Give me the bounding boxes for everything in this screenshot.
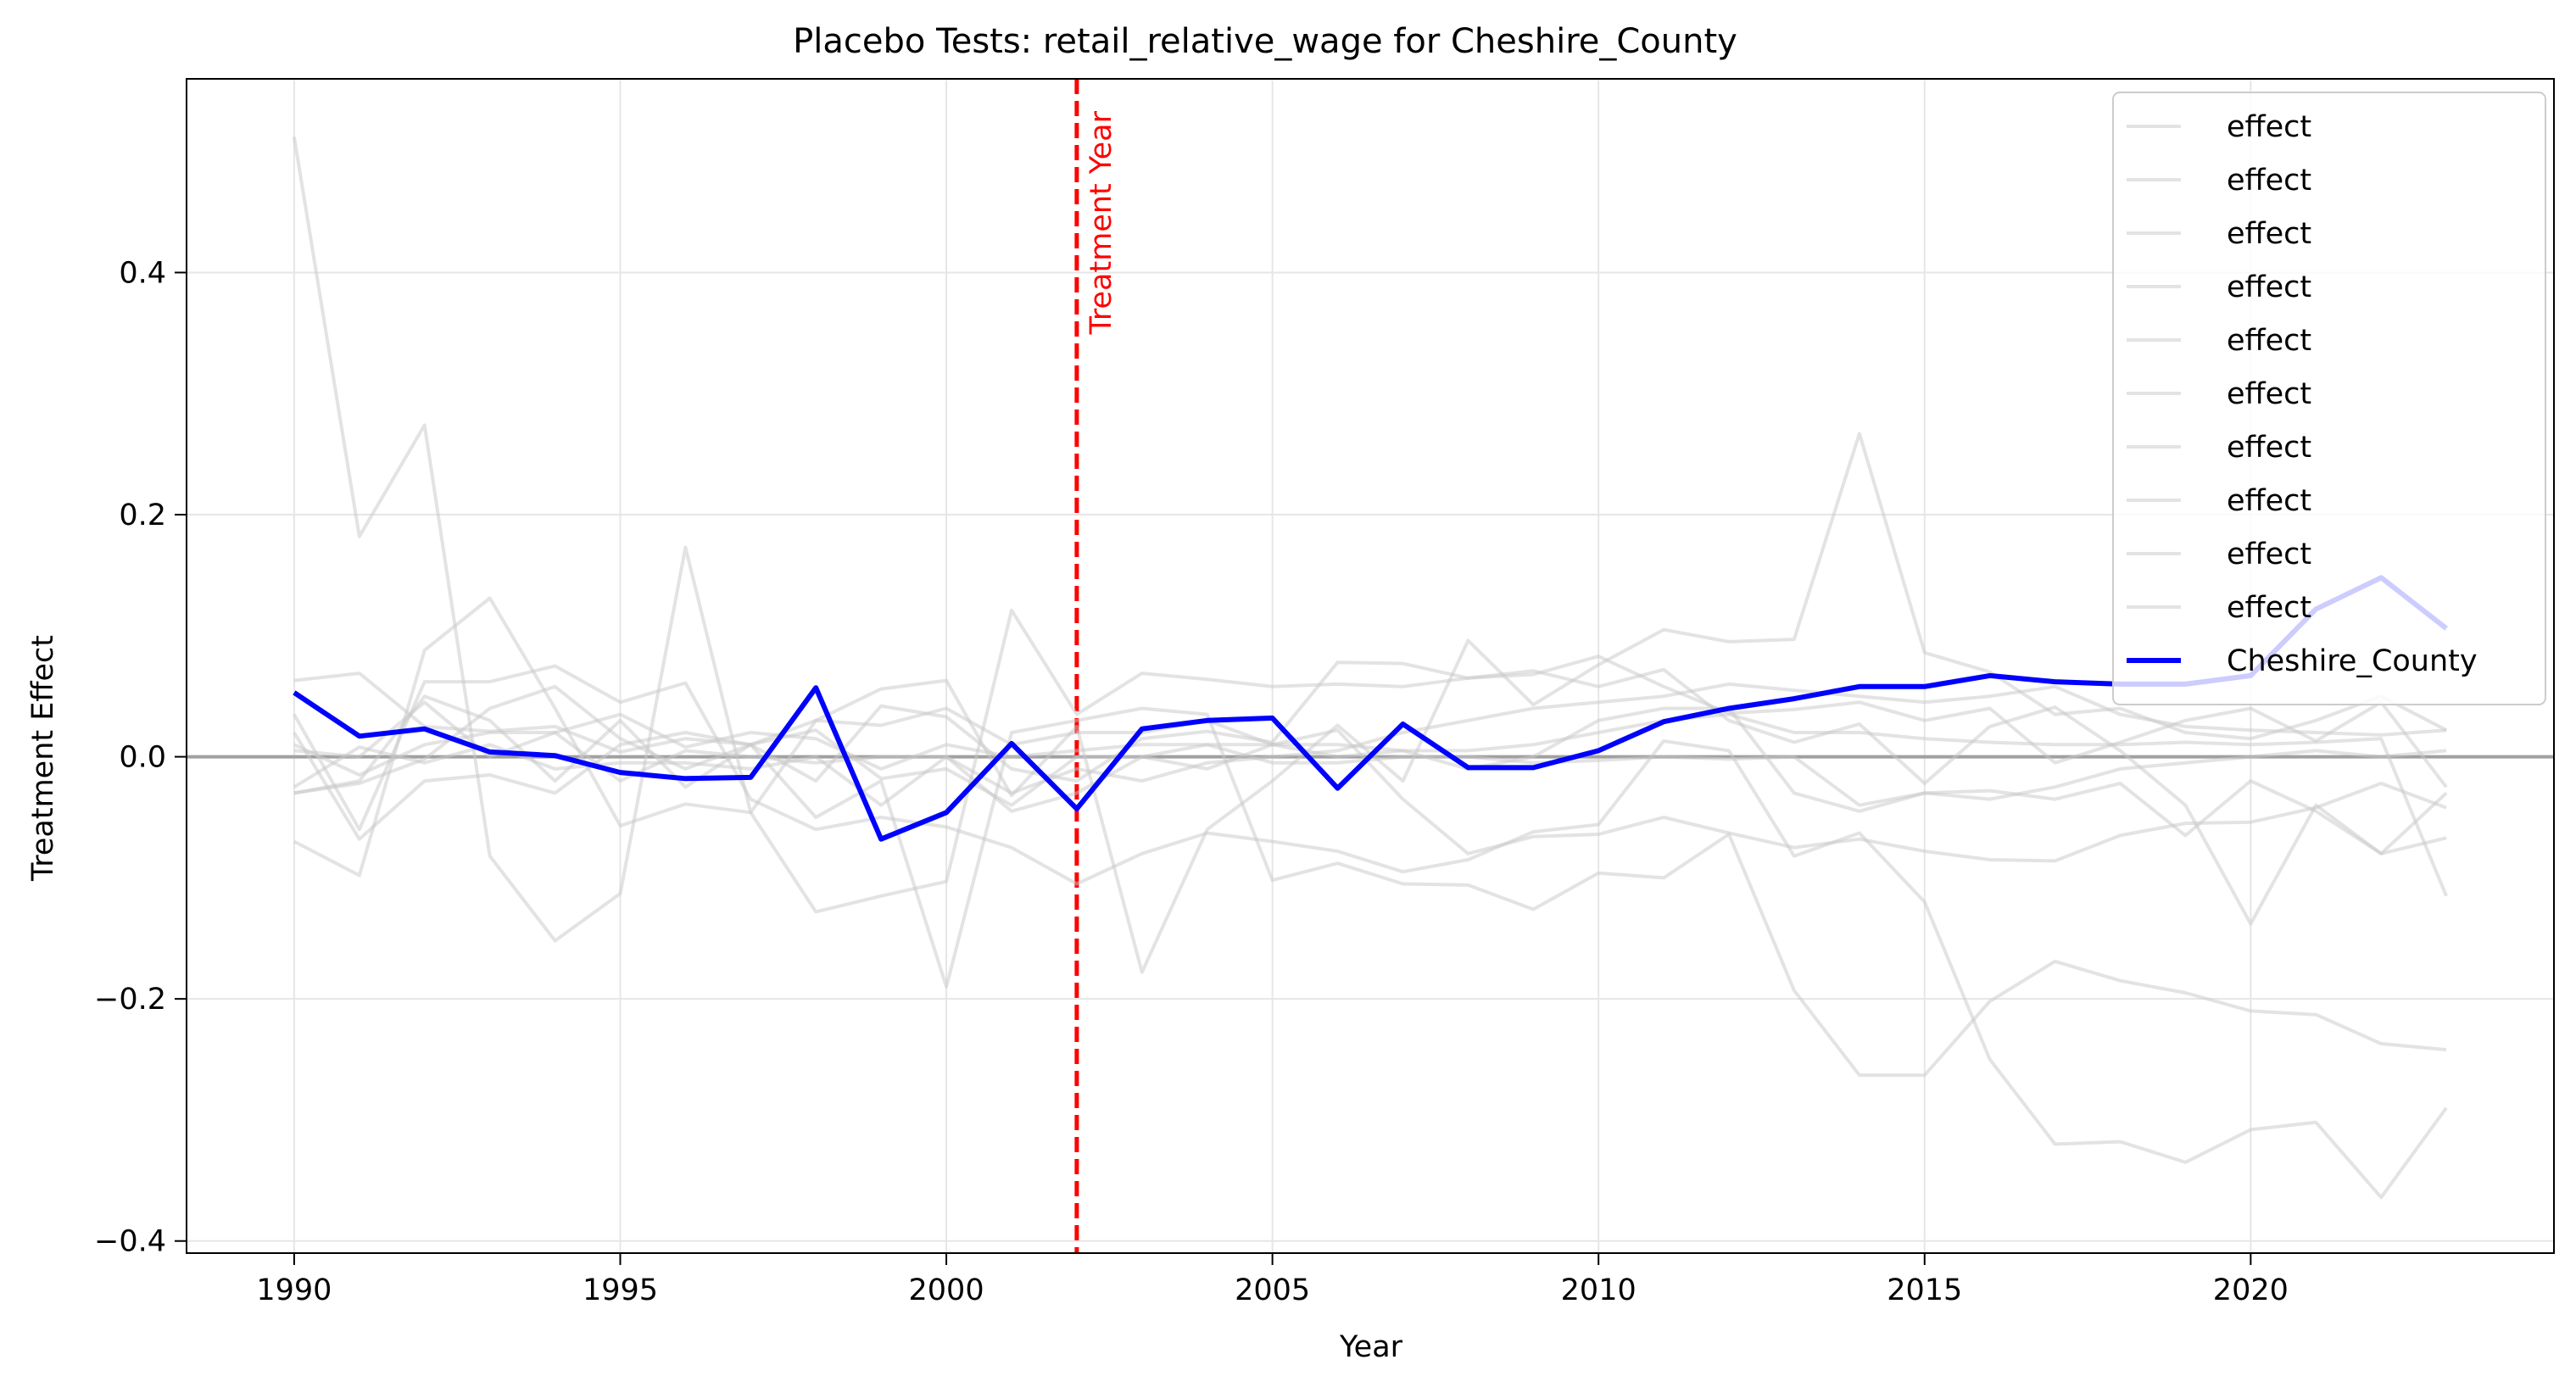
placebo-series-line — [293, 664, 2448, 1200]
treatment-year-label: Treatment Year — [1084, 110, 1118, 335]
placebo-series-line — [293, 596, 2448, 914]
placebo-series-line — [293, 706, 2447, 863]
legend-label: effect — [2227, 324, 2311, 358]
x-tick-label: 2005 — [1235, 1273, 1310, 1307]
x-axis-label: Year — [1339, 1330, 1403, 1364]
x-tick-label: 2015 — [1887, 1273, 1962, 1307]
legend-label: effect — [2227, 591, 2311, 625]
placebo-series-line — [293, 684, 2448, 897]
plot-frame — [186, 78, 2555, 1254]
y-tick-label: 0.2 — [119, 499, 166, 532]
legend-box — [2112, 92, 2546, 705]
legend: effect effect effect effect effect effect effe… — [2112, 92, 2546, 705]
legend-label: effect — [2227, 377, 2311, 411]
legend-label: effect — [2227, 538, 2311, 571]
placebo-series-line — [293, 700, 2447, 807]
legend-label: effect — [2227, 217, 2311, 251]
legend-label: effect — [2227, 484, 2311, 518]
legend-label: Cheshire_County — [2227, 644, 2478, 678]
placebo-series-line — [293, 682, 2447, 795]
axes: 1990 1995 2000 2005 2010 2015 2020 −0.4 −0.2 0.0 0… — [94, 256, 2289, 1307]
y-axis-label: Treatment Effect — [26, 635, 60, 882]
legend-label: effect — [2227, 270, 2311, 304]
placebo-series-line — [293, 671, 2447, 1078]
chart-title: Placebo Tests: retail_relative_wage for … — [793, 22, 1737, 61]
x-tick-label: 1995 — [583, 1273, 658, 1307]
legend-label: effect — [2227, 164, 2311, 198]
y-tick-label: −0.4 — [94, 1225, 166, 1259]
y-tick-label: −0.2 — [94, 983, 166, 1017]
x-tick-label: 1990 — [256, 1273, 332, 1307]
x-tick-label: 2000 — [909, 1273, 984, 1307]
legend-label: effect — [2227, 110, 2311, 144]
x-tick-label: 2010 — [1561, 1273, 1636, 1307]
treated-series-line — [293, 575, 2448, 842]
y-tick-label: 0.4 — [119, 256, 166, 290]
series — [292, 137, 2448, 1200]
y-tick-label: 0.0 — [119, 741, 166, 775]
x-tick-label: 2020 — [2213, 1273, 2289, 1307]
legend-label: effect — [2227, 431, 2311, 465]
